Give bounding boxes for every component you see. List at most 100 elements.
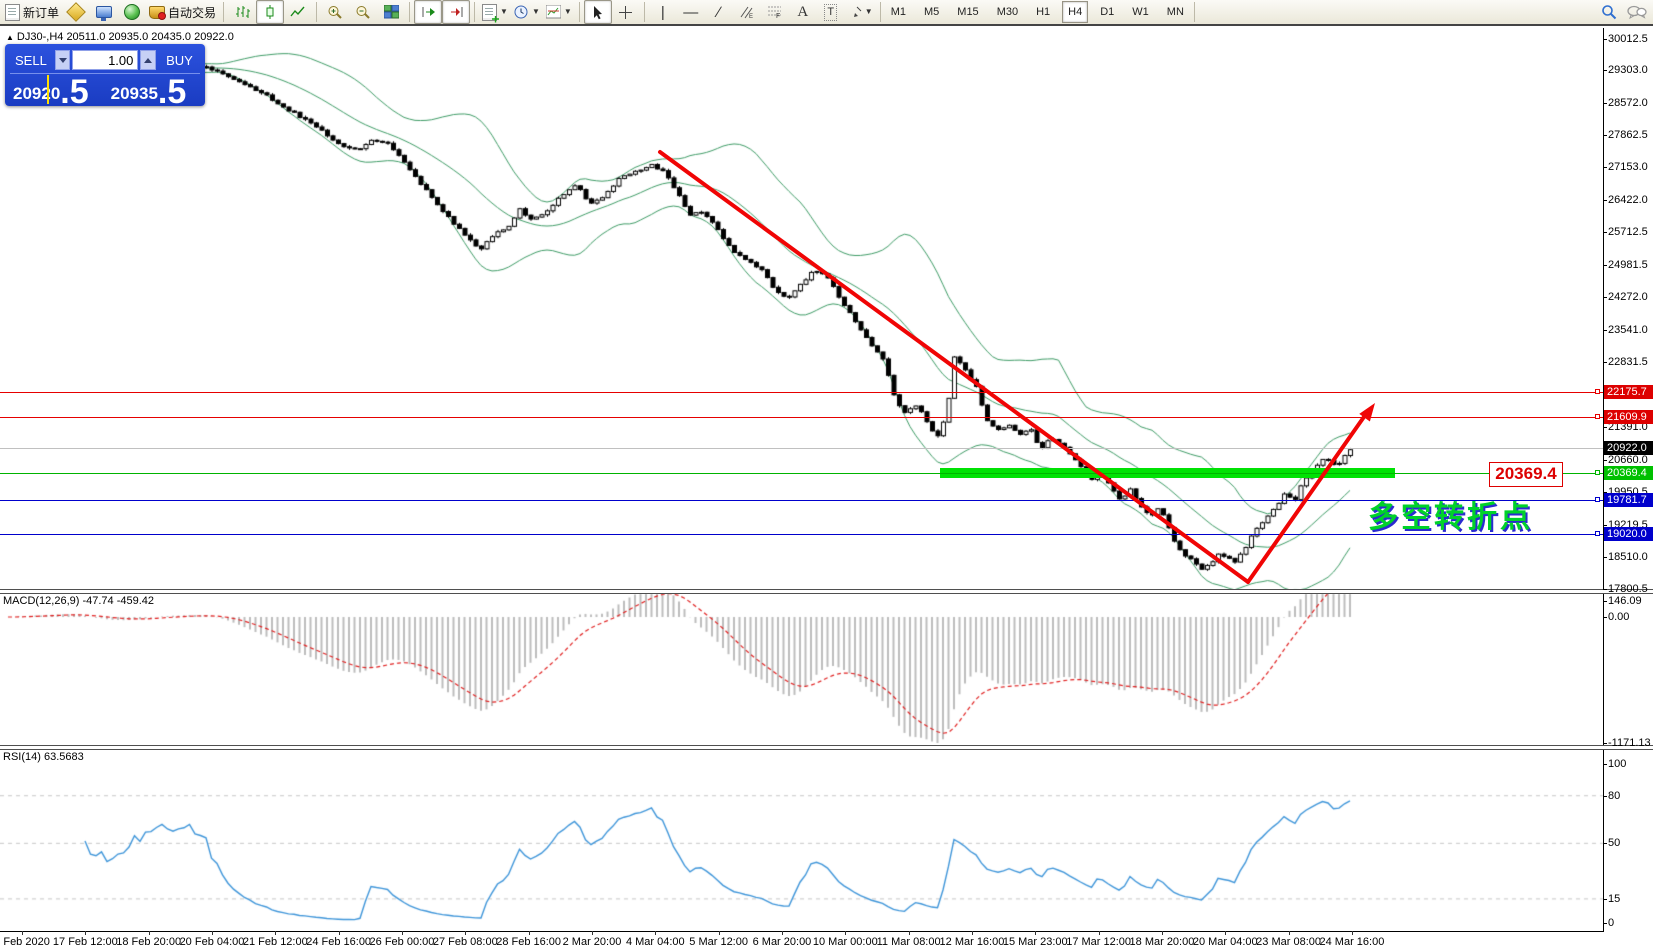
price-tick-label: 20660.0 [1608,454,1648,467]
candlestick-chart-button[interactable] [256,0,285,24]
timeframe-m15[interactable]: M15 [957,6,979,18]
hline-20922.0[interactable] [0,448,1603,450]
rsi-panel-splitter[interactable] [0,745,1653,750]
price-tick-mark [1603,70,1607,72]
hline-22175.7[interactable] [0,391,1603,393]
support-price-box[interactable]: 20369.4 [1489,462,1563,487]
macd-tick-label: 0.00 [1608,611,1630,623]
timeframe-m30[interactable]: M30 [996,6,1019,18]
market-watch-button[interactable] [90,0,118,24]
hline-21609.9[interactable] [0,417,1603,419]
hline-20369.4[interactable] [0,473,1603,475]
templates-icon [545,5,561,19]
timeframe-w1[interactable]: W1 [1132,6,1149,18]
periods-button[interactable]: ▼ [511,0,543,24]
rsi-tick-mark [1603,795,1607,797]
sell-price[interactable]: 20920 .5 [13,75,89,109]
volume-input[interactable] [72,50,139,70]
hline-19020.0[interactable] [0,534,1603,536]
trade-panel-divider [10,73,200,74]
price-edit-caret [47,75,49,104]
symbol-info-text: DJ30-,H4 20511.0 20935.0 20435.0 20922.0 [16,31,234,43]
line-chart-button[interactable] [284,0,312,24]
price-tick-label: 25712.5 [1608,226,1648,239]
text-button[interactable]: A [789,0,817,24]
line-handle[interactable] [1595,496,1600,502]
date-tick-mark [465,931,467,935]
rsi-label: RSI(14) 63.5683 [3,751,84,763]
label-button[interactable]: T [817,0,845,24]
line-handle[interactable] [1595,531,1600,537]
volume-decrease-button[interactable] [54,50,71,70]
symbol-collapse-icon[interactable]: ▲ [6,33,14,42]
date-tick-label: 24 Mar 16:00 [1319,936,1385,948]
crosshair-button[interactable] [612,0,640,24]
date-tick-mark [845,931,847,935]
toolbar-separator [1193,2,1195,22]
navigator-button[interactable] [118,0,146,24]
price-tick-label: 28572.0 [1608,97,1648,110]
line-handle[interactable] [1595,388,1600,394]
community-button[interactable] [1623,0,1651,24]
timeframe-m5[interactable]: M5 [924,6,940,18]
shapes-button[interactable]: ▼ [845,0,876,24]
date-tick-label: 23 Mar 08:00 [1256,936,1322,948]
autotrading-button[interactable]: 自动交易 [146,0,219,24]
timeframe-d1[interactable]: D1 [1100,6,1115,18]
shapes-dropdown-caret[interactable]: ▼ [864,7,873,16]
zoom-out-button[interactable] [349,0,377,24]
bar-chart-button[interactable] [228,0,256,24]
new-order-button[interactable]: 新订单 [2,0,62,24]
horizontal-line-button[interactable]: — [677,0,705,24]
timeframe-m1[interactable]: M1 [890,6,906,18]
vertical-line-button[interactable]: | [649,0,677,24]
channel-button[interactable]: E [733,0,761,24]
indicators-button[interactable]: ▼ [479,0,511,24]
chart-shift-icon [450,7,463,17]
zoom-in-icon [328,5,342,19]
price-axis-label-22175.7: 22175.7 [1604,384,1653,399]
buy-price-main: 20935 [110,84,158,103]
date-tick-label: 5 Mar 12:00 [689,936,748,948]
line-handle[interactable] [1595,470,1600,476]
layouts-button[interactable] [62,0,90,24]
rsi-tick-mark [1603,922,1607,924]
buy-button[interactable]: BUY [158,50,201,70]
timeframe-mn[interactable]: MN [1166,6,1184,18]
line-handle[interactable] [1595,414,1600,420]
templates-button[interactable]: ▼ [543,0,575,24]
date-tick-mark [1351,931,1353,935]
macd-panel-splitter[interactable] [0,589,1653,594]
timeframe-h4[interactable]: H4 [1062,1,1089,23]
price-tick-mark [1603,38,1607,40]
rsi-tick-mark [1603,763,1607,765]
buy-price[interactable]: 20935 .5 [110,75,187,109]
date-tick-mark [401,931,403,935]
price-tick-mark [1603,557,1607,558]
chart-shift-button[interactable] [442,0,471,24]
turning-point-annotation[interactable]: 多空转折点 [1368,501,1533,534]
indicators-dropdown-caret[interactable]: ▼ [500,7,508,16]
trendline-button[interactable]: ∕ [705,0,733,24]
sell-button[interactable]: SELL [9,50,53,70]
templates-dropdown-caret[interactable]: ▼ [563,7,572,16]
timeframe-h1[interactable]: H1 [1036,6,1051,18]
zoom-in-button[interactable] [321,0,349,24]
toolbar-separator [643,2,645,22]
hline-19781.7[interactable] [0,499,1603,501]
date-tick-mark [338,931,340,935]
macd-tick-label: -1171.13 [1608,737,1651,749]
rsi-tick-label: 50 [1608,837,1621,850]
auto-scroll-button[interactable] [414,0,443,24]
periods-dropdown-caret[interactable]: ▼ [531,7,540,16]
indicators-icon [482,3,500,23]
tile-windows-button[interactable] [377,0,405,24]
layouts-icon [66,2,86,22]
fibonacci-button[interactable]: F [761,0,789,24]
fibonacci-icon: F [768,6,782,19]
cursor-button[interactable] [583,0,612,24]
volume-increase-button[interactable] [140,50,156,70]
search-symbols-button[interactable] [1595,0,1623,24]
date-tick-mark [22,931,23,935]
